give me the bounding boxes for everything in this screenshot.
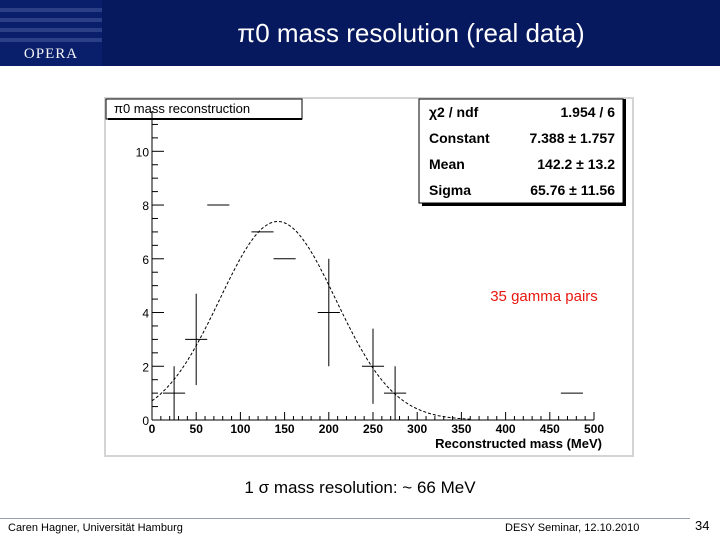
stat-value: 142.2 ± 13.2	[537, 156, 615, 172]
x-tick-label: 350	[451, 422, 471, 436]
x-tick-label: 300	[407, 422, 427, 436]
histogram-bin	[163, 366, 186, 420]
logo-text: OPERA	[23, 46, 79, 62]
gaussian-fit-curve	[151, 220, 471, 420]
x-tick-label: 200	[319, 422, 339, 436]
plot-canvas: π0 mass reconstruction 0 50 100 150 200 250 30…	[104, 97, 634, 457]
resolution-caption: 1 σ mass resolution: ~ 66 MeV	[244, 478, 476, 497]
x-tick-label: 50	[190, 422, 204, 436]
histogram-bins	[163, 204, 583, 420]
x-axis-label: Reconstructed mass (MeV)	[435, 436, 602, 451]
page-number: 34	[695, 518, 710, 533]
x-tick-label: 100	[230, 422, 250, 436]
stat-label: Mean	[429, 156, 465, 172]
x-tick-label: 400	[496, 422, 516, 436]
annotation-label: 35 gamma pairs	[490, 288, 598, 305]
slide-title: π0 mass resolution (real data)	[237, 18, 585, 48]
histogram-bin	[317, 258, 340, 367]
opera-logo: OPERA	[0, 0, 102, 66]
y-tick-label: 4	[142, 307, 149, 321]
slide-header: OPERA π0 mass resolution (real data)	[0, 0, 720, 66]
y-tick-label: 8	[142, 199, 149, 213]
histogram-bin	[384, 366, 407, 420]
footer-author: Caren Hagner, Universität Hamburg	[8, 522, 183, 534]
stat-label: χ2 / ndf	[429, 104, 479, 120]
y-tick-label: 0	[142, 414, 149, 428]
y-tick-label: 10	[136, 145, 150, 159]
axis-ticks: 0 50 100 150 200 250 300 350 400 450 500 0 2 4 6 8 10	[136, 123, 604, 436]
histogram-bin	[361, 328, 385, 404]
stat-value: 1.954 / 6	[561, 104, 616, 120]
stat-label: Constant	[429, 130, 490, 146]
x-tick-label: 250	[363, 422, 383, 436]
stat-value: 65.76 ± 11.56	[530, 182, 615, 198]
x-tick-label: 150	[275, 422, 295, 436]
footer-divider	[0, 518, 690, 519]
x-tick-label: 450	[540, 422, 560, 436]
y-tick-label: 6	[142, 253, 149, 267]
x-tick-label: 500	[584, 422, 604, 436]
y-tick-label: 2	[142, 360, 149, 374]
stat-label: Sigma	[429, 182, 471, 198]
stats-box	[418, 98, 624, 204]
x-tick-label: 0	[149, 422, 156, 436]
histogram-plot: π0 mass reconstruction 0 50 100 150 200 250 30…	[105, 98, 632, 455]
stat-value: 7.388 ± 1.757	[529, 130, 615, 146]
plot-title: π0 mass reconstruction	[114, 101, 250, 116]
histogram-bin	[185, 293, 208, 386]
fit-stats: χ2 / ndf 1.954 / 6 Constant 7.388 ± 1.757 Me…	[429, 104, 615, 198]
footer-event: DESY Seminar, 12.10.2010	[505, 522, 640, 534]
